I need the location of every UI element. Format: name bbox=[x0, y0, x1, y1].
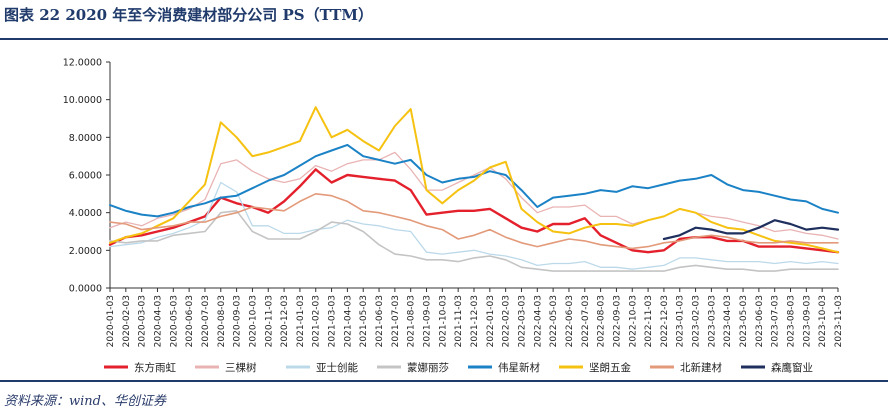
x-tick-label: 2022-06-03 bbox=[565, 295, 575, 347]
series-line-蒙娜丽莎 bbox=[109, 210, 839, 272]
x-tick-label: 2021-09-03 bbox=[423, 295, 433, 347]
x-tick-label: 2023-06-03 bbox=[755, 295, 765, 347]
x-tick-label: 2022-12-03 bbox=[660, 295, 670, 347]
legend-label: 坚朗五金 bbox=[589, 361, 631, 374]
y-tick-label: 0.0000 bbox=[69, 284, 102, 295]
x-tick-label: 2021-04-03 bbox=[343, 295, 353, 347]
x-tick-label: 2022-03-03 bbox=[517, 295, 527, 347]
y-tick-label: 12.0000 bbox=[63, 58, 102, 69]
x-tick-label: 2020-09-03 bbox=[233, 295, 243, 347]
legend-label: 东方雨虹 bbox=[134, 361, 176, 374]
x-tick-label: 2023-03-03 bbox=[707, 295, 717, 347]
x-tick-label: 2022-04-03 bbox=[533, 295, 543, 347]
series-line-森鹰窗业 bbox=[662, 219, 840, 241]
x-tick-label: 2020-06-03 bbox=[185, 295, 195, 347]
x-tick-label: 2020-08-03 bbox=[217, 295, 227, 347]
legend-label: 蒙娜丽莎 bbox=[407, 361, 449, 374]
x-tick-label: 2021-12-03 bbox=[470, 295, 480, 347]
x-tick-label: 2021-02-03 bbox=[312, 295, 322, 347]
x-tick-label: 2020-07-03 bbox=[201, 295, 211, 347]
x-tick-label: 2022-02-03 bbox=[502, 295, 512, 347]
title-underline bbox=[0, 38, 888, 40]
legend-label: 亚士创能 bbox=[316, 361, 358, 374]
x-tick-label: 2020-01-03 bbox=[106, 295, 116, 347]
legend-label: 伟星新材 bbox=[498, 361, 540, 374]
x-tick-label: 2020-03-03 bbox=[138, 295, 148, 347]
x-tick-label: 2021-01-03 bbox=[296, 295, 306, 347]
x-tick-label: 2021-07-03 bbox=[391, 295, 401, 347]
chart-title: 图表 22 2020 年至今消费建材部分公司 PS（TTM） bbox=[4, 6, 374, 24]
x-tick-label: 2021-11-03 bbox=[454, 295, 464, 347]
source-note: 资料来源：wind、华创证券 bbox=[4, 394, 166, 409]
x-tick-label: 2021-10-03 bbox=[438, 295, 448, 347]
x-tick-label: 2022-11-03 bbox=[644, 295, 654, 347]
x-axis: 2020-01-03 2020-02-03 2020-03-03 2020-04-03… bbox=[106, 288, 844, 347]
y-tick-label: 4.0000 bbox=[69, 208, 102, 219]
x-tick-label: 2020-12-03 bbox=[280, 295, 290, 347]
x-tick-label: 2021-08-03 bbox=[407, 295, 417, 347]
series-line-坚朗五金 bbox=[109, 106, 839, 254]
x-tick-label: 2023-05-03 bbox=[739, 295, 749, 347]
series-line-东方雨虹 bbox=[108, 168, 840, 254]
footer-rule bbox=[0, 380, 888, 382]
x-tick-label: 2023-08-03 bbox=[787, 295, 797, 347]
x-tick-label: 2022-05-03 bbox=[549, 295, 559, 347]
x-tick-label: 2023-11-03 bbox=[834, 295, 844, 347]
x-tick-label: 2023-09-03 bbox=[802, 295, 812, 347]
series-lines bbox=[108, 106, 840, 272]
legend: 东方雨虹 三棵树 亚士创能 蒙娜丽莎 伟星新材 坚朗五金 北新建材 森鹰窗业 bbox=[104, 361, 813, 374]
y-tick-label: 2.0000 bbox=[69, 246, 102, 257]
x-tick-label: 2020-10-03 bbox=[248, 295, 258, 347]
x-tick-label: 2023-07-03 bbox=[771, 295, 781, 347]
x-tick-label: 2020-04-03 bbox=[153, 295, 163, 347]
series-line-三棵树 bbox=[109, 151, 839, 240]
x-tick-label: 2021-03-03 bbox=[328, 295, 338, 347]
x-tick-label: 2022-07-03 bbox=[581, 295, 591, 347]
y-tick-label: 8.0000 bbox=[69, 133, 102, 144]
x-tick-label: 2023-02-03 bbox=[692, 295, 702, 347]
x-tick-label: 2022-09-03 bbox=[612, 295, 622, 347]
series-line-伟星新材 bbox=[109, 143, 839, 218]
x-tick-label: 2022-08-03 bbox=[597, 295, 607, 347]
x-tick-label: 2023-10-03 bbox=[818, 295, 828, 347]
series-line-亚士创能 bbox=[109, 181, 839, 270]
x-tick-label: 2022-10-03 bbox=[628, 295, 638, 347]
legend-label: 三棵树 bbox=[225, 361, 257, 374]
legend-label: 森鹰窗业 bbox=[771, 361, 813, 374]
x-tick-label: 2023-01-03 bbox=[676, 295, 686, 347]
y-tick-label: 10.0000 bbox=[63, 95, 102, 106]
x-tick-label: 2021-06-03 bbox=[375, 295, 385, 347]
line-chart: 0.0000 2.0000 4.0000 6.0000 8.0000 10.0000 12.… bbox=[63, 58, 844, 375]
x-tick-label: 2021-05-03 bbox=[359, 295, 369, 347]
x-tick-label: 2022-01-03 bbox=[486, 295, 496, 347]
x-tick-label: 2023-04-03 bbox=[723, 295, 733, 347]
x-tick-label: 2020-02-03 bbox=[122, 295, 132, 347]
legend-label: 北新建材 bbox=[680, 361, 722, 374]
series-line-北新建材 bbox=[109, 193, 839, 250]
x-tick-label: 2020-11-03 bbox=[264, 295, 274, 347]
y-tick-label: 6.0000 bbox=[69, 171, 102, 182]
x-tick-label: 2020-05-03 bbox=[169, 295, 179, 347]
y-axis: 0.0000 2.0000 4.0000 6.0000 8.0000 10.0000 12.… bbox=[63, 58, 838, 295]
